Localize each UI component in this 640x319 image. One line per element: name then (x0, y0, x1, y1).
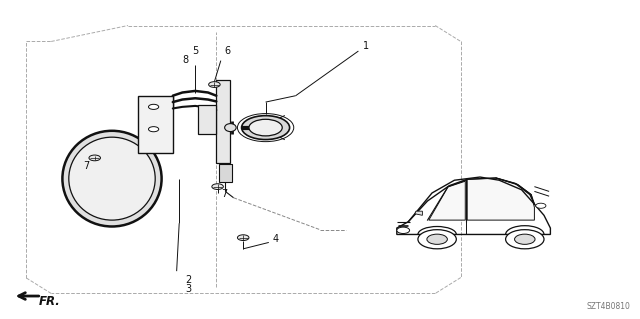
Circle shape (89, 155, 100, 161)
Circle shape (209, 82, 220, 87)
Text: 6: 6 (224, 46, 230, 56)
Circle shape (397, 227, 410, 234)
Text: 5: 5 (192, 46, 198, 56)
FancyBboxPatch shape (138, 96, 173, 153)
Circle shape (212, 184, 223, 189)
Circle shape (427, 234, 447, 244)
Circle shape (237, 235, 249, 241)
Circle shape (515, 234, 535, 244)
Text: 7: 7 (221, 189, 227, 199)
Text: 2: 2 (186, 275, 192, 285)
Circle shape (418, 230, 456, 249)
Ellipse shape (63, 131, 161, 226)
Polygon shape (467, 178, 534, 220)
Circle shape (506, 230, 544, 249)
Circle shape (148, 104, 159, 109)
Text: FR.: FR. (38, 295, 60, 308)
Ellipse shape (249, 119, 282, 136)
Text: 4: 4 (272, 234, 278, 244)
Text: SZT4B0810: SZT4B0810 (586, 302, 630, 311)
Text: 1: 1 (363, 41, 369, 51)
Ellipse shape (69, 137, 155, 220)
FancyBboxPatch shape (219, 164, 232, 182)
Polygon shape (415, 211, 422, 215)
FancyBboxPatch shape (198, 105, 216, 134)
Ellipse shape (225, 123, 236, 132)
Ellipse shape (241, 116, 289, 140)
Polygon shape (429, 181, 465, 220)
Text: 8: 8 (182, 55, 189, 65)
Circle shape (536, 203, 546, 208)
Text: 7: 7 (83, 161, 90, 171)
Polygon shape (216, 80, 230, 163)
Circle shape (148, 127, 159, 132)
Text: 3: 3 (186, 284, 192, 294)
